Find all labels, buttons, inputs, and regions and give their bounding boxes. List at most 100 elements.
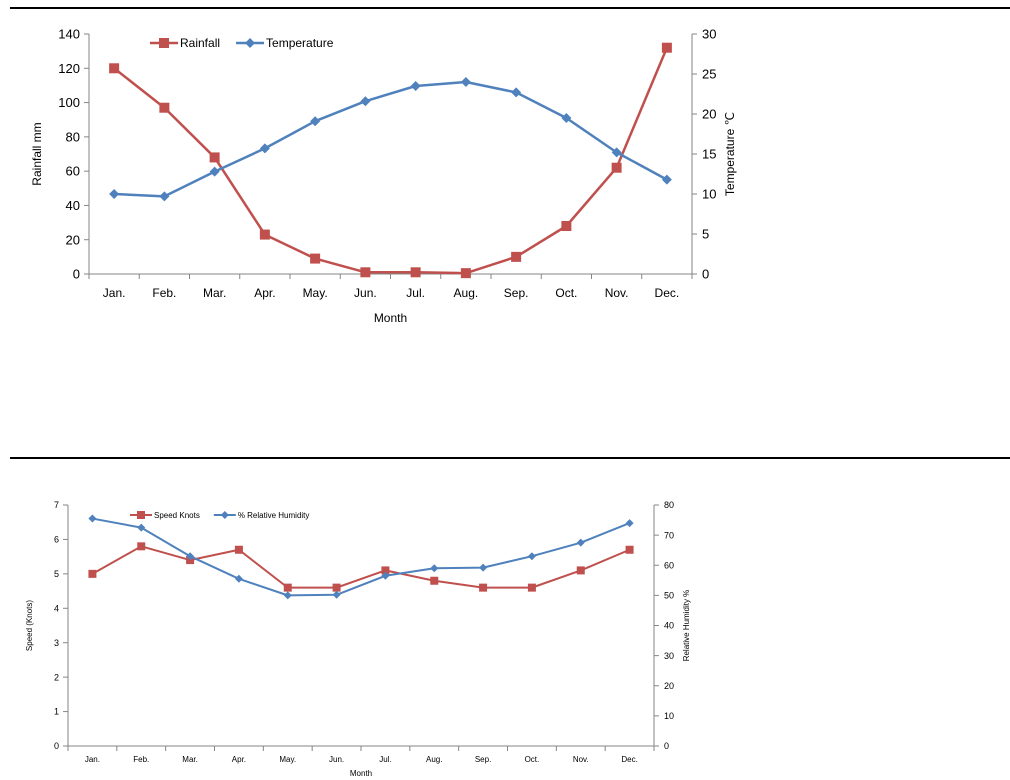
data-point <box>479 563 488 572</box>
y-right-tick-label: 20 <box>664 681 674 691</box>
x-tick-label: Jul. <box>379 755 391 764</box>
x-tick-label: Jun. <box>354 286 377 300</box>
data-point <box>576 566 585 575</box>
x-tick-label: Nov. <box>573 755 589 764</box>
y-right-tick-label: 60 <box>664 560 674 570</box>
data-point <box>186 552 195 561</box>
data-point <box>360 267 371 278</box>
data-point <box>561 221 572 231</box>
series-0 <box>109 42 672 279</box>
x-tick-label: Sep. <box>475 755 491 764</box>
y-right-tick-label: 30 <box>664 651 674 661</box>
series-1 <box>109 77 672 202</box>
y-right-tick-label: 80 <box>664 500 674 510</box>
legend-label: Speed Knots <box>154 511 200 520</box>
data-point <box>137 523 146 532</box>
data-point <box>283 591 292 600</box>
data-point <box>561 113 572 123</box>
y-right-tick-label: 10 <box>702 187 716 202</box>
y-left-tick-label: 2 <box>54 672 59 682</box>
data-point <box>576 538 585 547</box>
data-point <box>410 81 421 91</box>
y-left-tick-label: 60 <box>66 164 80 179</box>
x-tick-label: Dec. <box>655 286 680 300</box>
data-point <box>625 519 634 528</box>
rainfall-temperature-chart: 0 20 40 60 80 100 120 140 0 5 10 15 20 25 30 Jan. Feb. Ma… <box>30 27 737 325</box>
x-tick-label: Oct. <box>525 755 540 764</box>
x-tick-label: Jan. <box>85 755 100 764</box>
x-tick-label: Aug. <box>454 286 479 300</box>
data-point <box>661 42 672 53</box>
data-point <box>360 96 371 107</box>
data-point <box>137 542 146 551</box>
data-point <box>159 102 170 113</box>
y-left-tick-label: 120 <box>58 61 80 76</box>
x-tick-label: Feb. <box>152 286 176 300</box>
y-left-tick-label: 140 <box>58 27 80 42</box>
y-left-tick-label: 0 <box>73 267 80 282</box>
x-tick-label: Mar. <box>182 755 198 764</box>
y-left-tick-label: 0 <box>54 741 59 751</box>
data-point <box>430 564 439 573</box>
x-tick-label: Mar. <box>203 286 226 300</box>
data-point <box>234 545 243 554</box>
data-point <box>527 552 536 561</box>
data-point <box>430 576 439 585</box>
series-line <box>92 517 630 597</box>
series-line <box>113 47 669 275</box>
x-tick-label: Aug. <box>426 755 442 764</box>
data-point <box>109 63 120 74</box>
x-tick-label: Sep. <box>504 286 529 300</box>
y-axis-title-left: Speed (Knots) <box>25 600 34 651</box>
y-left-tick-label: 4 <box>54 603 59 613</box>
y-right-tick-label: 30 <box>702 27 716 42</box>
top-divider <box>10 7 1010 9</box>
legend-marker <box>245 38 256 48</box>
y-right-tick-label: 0 <box>664 741 669 751</box>
x-tick-label: Dec. <box>621 755 637 764</box>
data-point <box>88 569 97 578</box>
y-axis-title-left: Rainfall mm <box>30 122 44 185</box>
data-point <box>611 147 622 158</box>
middle-divider <box>10 457 1010 459</box>
x-tick-label: May. <box>303 286 328 300</box>
data-point <box>511 87 522 98</box>
y-right-tick-label: 20 <box>702 107 716 122</box>
y-left-tick-label: 40 <box>66 198 80 213</box>
data-point <box>460 268 471 279</box>
x-tick-label: Apr. <box>254 286 275 300</box>
y-left-tick-label: 100 <box>58 95 80 110</box>
data-point <box>527 583 536 592</box>
data-point <box>283 583 292 592</box>
series-line <box>114 80 668 198</box>
data-point <box>234 574 243 583</box>
x-tick-label: Jun. <box>329 755 344 764</box>
y-left-tick-label: 6 <box>54 535 59 545</box>
data-point <box>209 166 220 177</box>
x-tick-label: Nov. <box>605 286 629 300</box>
data-point <box>479 583 488 592</box>
y-left-tick-label: 80 <box>66 129 80 144</box>
y-right-tick-label: 50 <box>664 591 674 601</box>
y-right-tick-label: 25 <box>702 67 716 82</box>
data-point <box>381 566 390 575</box>
y-axis-title-right: Temperature ℃ <box>723 112 737 196</box>
series-line <box>91 545 630 589</box>
x-axis-title: Month <box>350 769 372 778</box>
x-tick-label: Feb. <box>133 755 149 764</box>
legend-label: Temperature <box>266 36 334 50</box>
y-left-tick-label: 3 <box>54 638 59 648</box>
data-point <box>259 229 270 240</box>
data-point <box>511 251 522 262</box>
data-point <box>159 191 170 202</box>
y-right-tick-label: 15 <box>702 147 716 162</box>
data-point <box>460 77 471 87</box>
data-point <box>611 162 622 173</box>
legend-marker <box>220 511 229 519</box>
y-axis-title-right: Relative Humidity % <box>682 590 691 662</box>
data-point <box>259 143 270 154</box>
legend-label: Rainfall <box>180 36 220 50</box>
data-point <box>410 267 421 278</box>
y-left-tick-label: 1 <box>54 707 59 717</box>
